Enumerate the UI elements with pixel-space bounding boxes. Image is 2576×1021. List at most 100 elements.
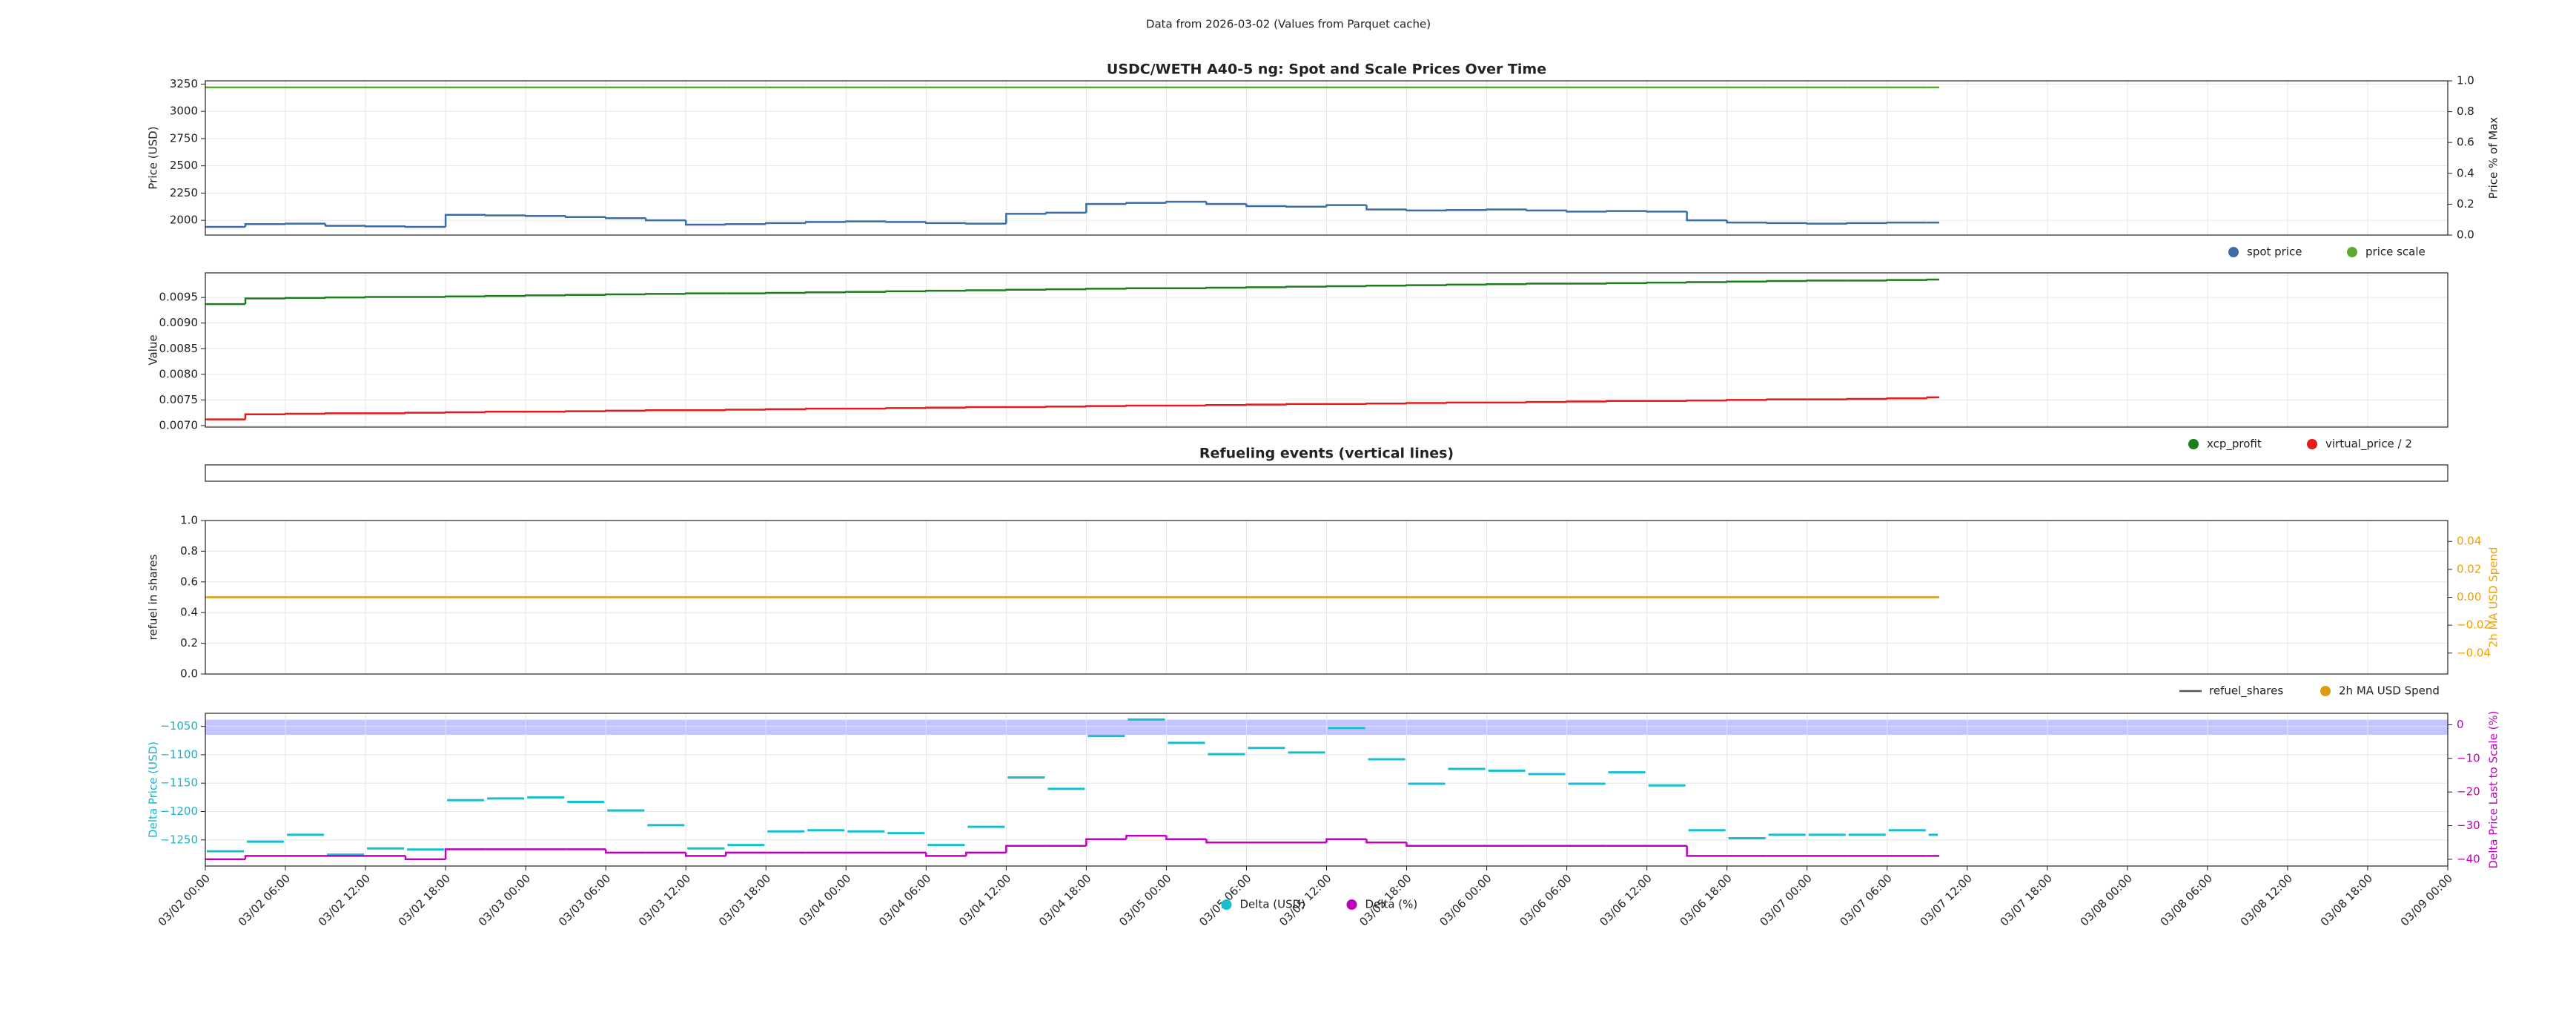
x-tick-label: 03/08 06:00 xyxy=(2158,871,2215,928)
step-segment xyxy=(1446,208,1487,211)
y2-tick-label: −40 xyxy=(2457,852,2480,865)
suptitle: Data from 2026-03-02 (Values from Parque… xyxy=(1146,18,1431,31)
legend-marker xyxy=(1221,899,1232,910)
step-segment xyxy=(1566,400,1607,403)
step-segment xyxy=(324,223,366,227)
y2-tick-label: −10 xyxy=(2457,751,2480,764)
legend-marker xyxy=(2228,247,2239,257)
x-tick-label: 03/09 00:00 xyxy=(2398,871,2455,928)
step-segment xyxy=(684,852,726,857)
step-segment xyxy=(1606,400,1647,403)
legend-label: refuel_shares xyxy=(2209,684,2283,698)
step-segment xyxy=(1606,282,1647,285)
step-segment xyxy=(1886,279,1927,281)
y-tick-label: 2000 xyxy=(170,214,198,227)
step-segment xyxy=(1526,400,1567,403)
x-tick-label: 03/08 00:00 xyxy=(2078,871,2135,928)
step-segment xyxy=(765,408,807,411)
legend-label: price scale xyxy=(2365,245,2426,259)
y-axis-label: Price (USD) xyxy=(147,126,160,189)
step-segment xyxy=(1886,221,1927,224)
y2-tick-label: 0.00 xyxy=(2457,590,2481,604)
y-tick-label: 0.0075 xyxy=(159,393,199,406)
y-tick-label: 3250 xyxy=(170,77,198,90)
step-segment xyxy=(1285,205,1327,208)
step-segment xyxy=(244,413,286,420)
y-tick-label: 0.0080 xyxy=(159,367,199,380)
step-segment xyxy=(1405,284,1447,286)
step-segment xyxy=(444,411,486,414)
step-segment xyxy=(1125,834,1167,839)
step-segment xyxy=(564,294,606,296)
step-segment xyxy=(1245,204,1287,208)
step-segment xyxy=(324,296,366,299)
step-segment xyxy=(765,222,807,225)
step-segment xyxy=(404,856,446,861)
step-segment xyxy=(1886,397,1927,400)
step-segment xyxy=(1526,282,1567,285)
y2-axis-label: Delta Price Last to Scale (%) xyxy=(2487,710,2500,868)
step-segment xyxy=(324,412,366,414)
y2-tick-label: 0.2 xyxy=(2457,197,2474,211)
step-segment xyxy=(965,222,1007,225)
step-segment xyxy=(284,297,326,300)
step-segment xyxy=(1005,213,1047,224)
panel-title: Refueling events (vertical lines) xyxy=(1199,446,1454,462)
step-segment xyxy=(1646,281,1687,284)
step-segment xyxy=(1686,211,1727,222)
x-tick-label: 03/08 18:00 xyxy=(2318,871,2375,928)
y-axis-label: refuel in shares xyxy=(147,554,160,640)
y-axis-label: Value xyxy=(147,334,160,365)
step-segment xyxy=(1125,287,1167,289)
step-segment xyxy=(885,407,927,409)
step-segment xyxy=(1646,211,1687,213)
step-segment xyxy=(1405,842,1447,847)
y2-tick-label: 0.8 xyxy=(2457,105,2474,118)
step-segment xyxy=(1606,210,1647,212)
step-segment xyxy=(1325,285,1367,288)
y-tick-label: 0.2 xyxy=(180,636,198,650)
y2-tick-label: 0 xyxy=(2457,718,2464,731)
x-tick-label: 03/03 06:00 xyxy=(556,871,613,928)
step-segment xyxy=(1526,209,1567,212)
y-tick-label: −1250 xyxy=(160,833,198,846)
x-tick-label: 03/02 18:00 xyxy=(396,871,453,928)
step-segment xyxy=(284,222,326,225)
step-segment xyxy=(1045,406,1087,408)
step-segment xyxy=(1205,839,1247,844)
step-segment xyxy=(484,214,526,217)
step-segment xyxy=(1045,211,1087,214)
x-tick-label: 03/06 18:00 xyxy=(1677,871,1734,928)
x-tick-label: 03/03 18:00 xyxy=(716,871,773,928)
y-tick-label: 2250 xyxy=(170,186,198,199)
step-segment xyxy=(1365,205,1407,211)
legend-marker xyxy=(2347,247,2357,257)
y-tick-label: −1200 xyxy=(160,804,198,818)
step-segment xyxy=(1365,402,1407,405)
x-tick-label: 03/04 18:00 xyxy=(1036,871,1093,928)
y-tick-label: 0.6 xyxy=(180,575,198,588)
step-segment xyxy=(244,223,286,227)
y-tick-label: 0.0090 xyxy=(159,316,199,329)
step-segment xyxy=(404,412,446,414)
x-tick-label: 03/07 06:00 xyxy=(1838,871,1895,928)
y-tick-label: −1050 xyxy=(160,719,198,733)
y2-tick-label: −0.02 xyxy=(2457,618,2491,632)
step-segment xyxy=(1926,396,1939,399)
step-segment xyxy=(1325,204,1367,207)
y-tick-label: 0.0070 xyxy=(159,418,199,432)
y2-tick-label: 1.0 xyxy=(2457,74,2474,87)
step-segment xyxy=(1766,280,1807,282)
y-tick-label: 2500 xyxy=(170,159,198,172)
step-segment xyxy=(724,223,766,225)
step-segment xyxy=(244,855,286,859)
step-segment xyxy=(644,218,686,222)
step-segment xyxy=(845,291,887,293)
step-segment xyxy=(1686,399,1727,402)
y-tick-label: 3000 xyxy=(170,105,198,118)
x-tick-label: 03/04 06:00 xyxy=(876,871,933,928)
step-segment xyxy=(604,409,646,412)
x-tick-label: 03/06 12:00 xyxy=(1597,871,1654,928)
step-segment xyxy=(1686,845,1727,857)
